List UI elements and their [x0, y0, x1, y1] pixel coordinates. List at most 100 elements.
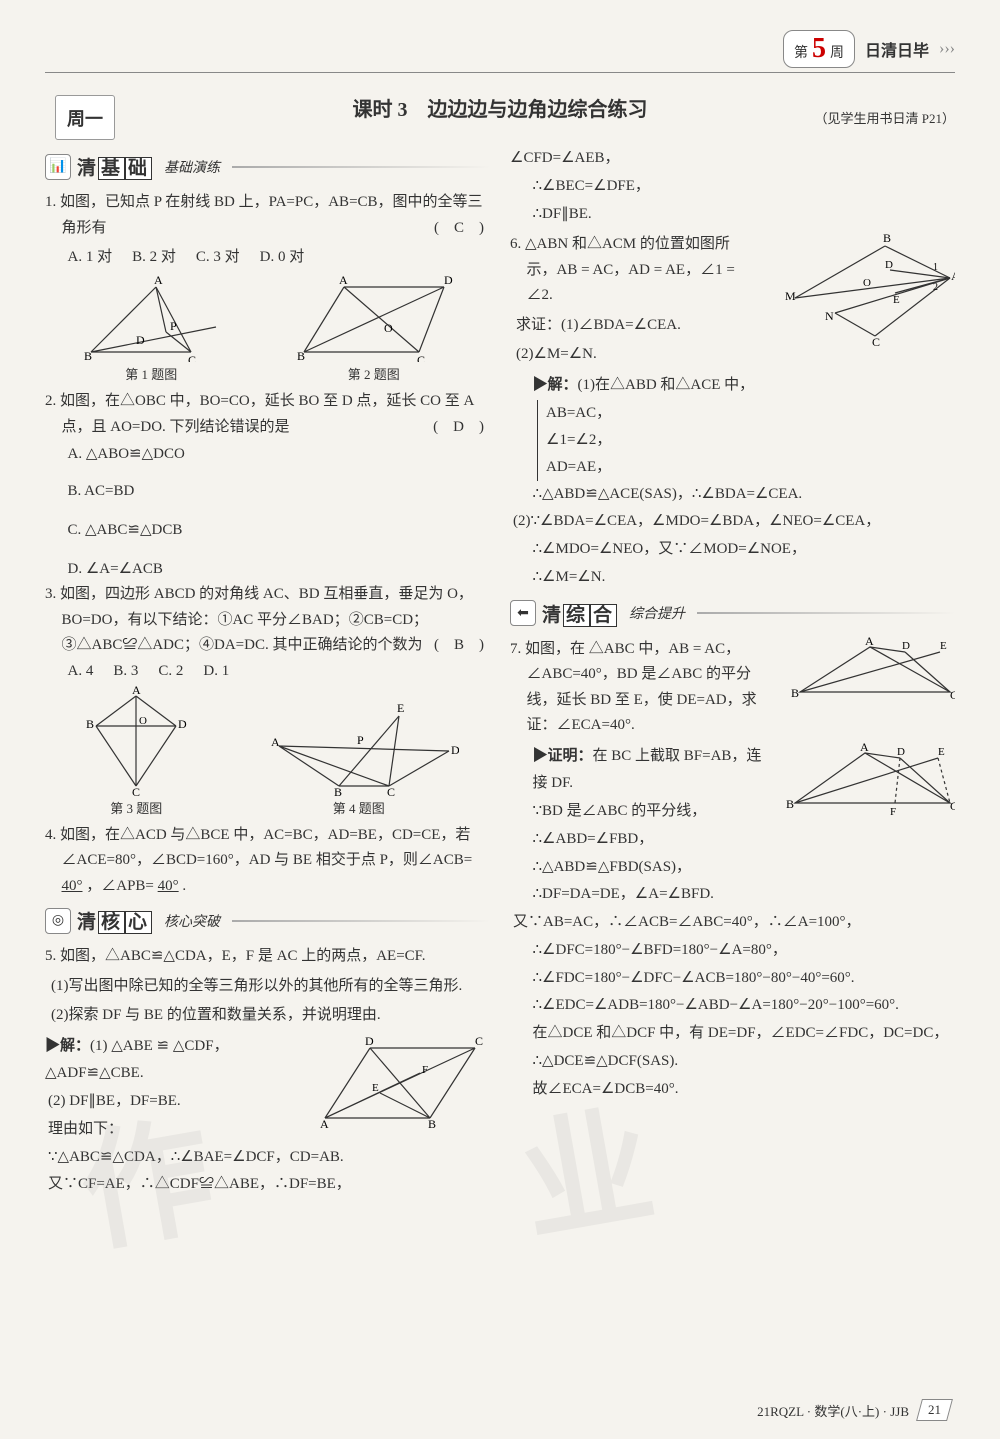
svg-text:C: C	[872, 335, 880, 348]
fig4: A B C D E P 第 4 题图	[259, 696, 459, 817]
svg-text:C: C	[132, 785, 140, 796]
week-badge: 第 5 周	[783, 30, 855, 68]
q2-opt-a: A. △ABO≌△DCO	[68, 444, 271, 463]
week-post: 周	[830, 42, 844, 62]
q6-b3: AD=AE，	[546, 454, 955, 481]
banner-title-basic: 清基础	[77, 153, 152, 180]
svg-text:2: 2	[933, 282, 938, 293]
svg-text:A: A	[320, 1117, 329, 1128]
svg-text:D: D	[902, 640, 910, 652]
q7-s5: ∴DF=DA=DE，∠A=∠BFD.	[510, 881, 955, 909]
q1-opt-c: C. 3 对	[196, 245, 240, 266]
q5-s1: (1) △ABE ≌ △CDF，	[90, 1038, 229, 1054]
q5-s6: 又∵CF=AE，∴△CDF≌△ABE，∴DF=BE，	[45, 1171, 490, 1199]
svg-text:B: B	[883, 231, 891, 245]
q6-b1: AB=AC，	[546, 400, 955, 427]
fig3: A B D C O 第 3 题图	[76, 686, 196, 817]
svg-text:O: O	[139, 715, 147, 727]
fig2-cap: 第 2 题图	[289, 364, 459, 383]
fig7a: A B C D E	[785, 637, 955, 707]
svg-text:O: O	[863, 277, 871, 289]
header-title: 日清日毕	[865, 37, 929, 61]
svg-text:A: A	[865, 637, 874, 648]
page-header: 第 5 周 日清日毕 ›››	[45, 30, 955, 73]
banner-sub-comp: 综合提升	[629, 603, 685, 623]
q1: 1. 如图，已知点 P 在射线 BD 上，PA=PC，AB=CB，图中的全等三角…	[45, 190, 490, 241]
week-number: 5	[812, 33, 826, 65]
svg-text:A: A	[132, 686, 141, 697]
fig6: B A C M N D E O 1 2	[765, 228, 955, 348]
q3-opt-c: C. 2	[158, 663, 183, 680]
q3-paren: ( B )	[450, 633, 484, 659]
svg-text:M: M	[785, 289, 796, 303]
week-pre: 第	[794, 42, 808, 62]
svg-text:D: D	[365, 1034, 374, 1048]
q6-s1: (1)在△ABD 和△ACE 中，	[578, 377, 755, 393]
fig7b: A B C D E F	[780, 743, 955, 818]
day-label: 周一	[67, 105, 103, 131]
svg-text:O: O	[384, 321, 393, 335]
q5-stem: 5. 如图，△ABC≌△CDA，E，F 是 AC 上的两点，AE=CF.	[45, 944, 490, 970]
svg-text:A: A	[860, 743, 869, 754]
q1-opt-a: A. 1 对	[68, 245, 113, 266]
q6-b2: ∠1=∠2，	[546, 427, 955, 454]
q5-s5: ∵△ABC≌△CDA，∴∠BAE=∠DCF，CD=AB.	[45, 1144, 490, 1172]
svg-text:C: C	[417, 353, 425, 362]
q7-sol-label: ▶证明：	[533, 748, 593, 764]
svg-text:F: F	[890, 806, 896, 818]
fig3-cap: 第 3 题图	[76, 798, 196, 817]
fig2: A D B C O 第 2 题图	[289, 272, 459, 383]
svg-text:E: E	[397, 701, 404, 715]
target-icon: ◎	[45, 908, 71, 934]
svg-text:D: D	[451, 743, 459, 757]
q6-s5: ∴∠M=∠N.	[510, 564, 955, 592]
q6-s4: ∴∠MDO=∠NEO，又∵∠MOD=∠NOE，	[510, 536, 955, 564]
q5r-2: ∴∠BEC=∠DFE，	[510, 173, 955, 201]
banner-title-comp: 清综合	[542, 600, 617, 627]
q7-s6: 又∵AB=AC，∴∠ACB=∠ABC=40°，∴∠A=100°，	[510, 909, 955, 937]
page-number-badge: 21	[916, 1399, 953, 1421]
q4-stem-b: ，∠APB=	[86, 878, 157, 894]
svg-text:A: A	[154, 273, 163, 287]
section-basic: 📊 清基础 基础演练	[45, 153, 490, 180]
day-badge: 周一	[55, 95, 115, 140]
q5-p1: (1)写出图中除已知的全等三角形以外的其他所有的全等三角形.	[45, 974, 490, 1000]
svg-text:D: D	[444, 273, 453, 287]
q5-right: ∠CFD=∠AEB， ∴∠BEC=∠DFE， ∴DF∥BE.	[510, 145, 955, 228]
banner-line-2	[232, 920, 490, 922]
fig4-cap: 第 4 题图	[259, 798, 459, 817]
q7-s10: 在△DCE 和△DCF 中，有 DE=DF，∠EDC=∠FDC，DC=DC，	[510, 1020, 955, 1048]
svg-text:1: 1	[933, 262, 938, 273]
fig-row-3-4: A B D C O 第 3 题图 A B	[45, 686, 490, 817]
q1-opts: A. 1 对 B. 2 对 C. 3 对 D. 0 对	[68, 245, 491, 266]
banner-line	[232, 166, 490, 168]
q5r-3: ∴DF∥BE.	[510, 201, 955, 229]
q6-sol-label: ▶解：	[533, 377, 578, 393]
q4: 4. 如图，在△ACD 与△BCE 中，AC=BC，AD=BE，CD=CE，若∠…	[45, 823, 490, 900]
q4-stem-c: .	[182, 878, 186, 894]
svg-text:P: P	[170, 319, 177, 333]
right-column: ∠CFD=∠AEB， ∴∠BEC=∠DFE， ∴DF∥BE. B A C M N…	[510, 145, 955, 1199]
q7-s3: ∴∠ABD=∠FBD，	[510, 826, 955, 854]
arrow-left-icon: ⬅	[510, 600, 536, 626]
svg-text:E: E	[893, 294, 900, 306]
q7-s12: 故∠ECA=∠DCB=40°.	[510, 1076, 955, 1104]
q2-paren: ( D )	[450, 415, 484, 441]
svg-text:B: B	[84, 349, 92, 362]
svg-text:D: D	[897, 746, 905, 758]
q3: 3. 如图，四边形 ABCD 的对角线 AC、BD 互相垂直，垂足为 O，BO=…	[45, 582, 490, 659]
fig-row-1-2: A B C D P 第 1 题图 A D B	[45, 272, 490, 383]
svg-text:D: D	[178, 717, 187, 731]
svg-text:C: C	[950, 799, 955, 813]
banner-line-3	[697, 612, 955, 614]
svg-text:A: A	[339, 273, 348, 287]
section-comp: ⬅ 清综合 综合提升	[510, 600, 955, 627]
q6-s2: ∴△ABD≌△ACE(SAS)，∴∠BDA=∠CEA.	[510, 481, 955, 509]
arrow-icon: ›››	[939, 40, 955, 58]
chart-icon: 📊	[45, 154, 71, 180]
q5-sol-label: ▶解：	[45, 1038, 90, 1054]
q6-s3: (2)∵∠BDA=∠CEA，∠MDO=∠BDA，∠NEO=∠CEA，	[510, 508, 955, 536]
q7-s4: ∴△ABD≌△FBD(SAS)，	[510, 854, 955, 882]
page-footer: 21RQZL · 数学(八·上) · JJB 21	[757, 1399, 950, 1421]
fig5: A B C D E F	[310, 1033, 490, 1128]
